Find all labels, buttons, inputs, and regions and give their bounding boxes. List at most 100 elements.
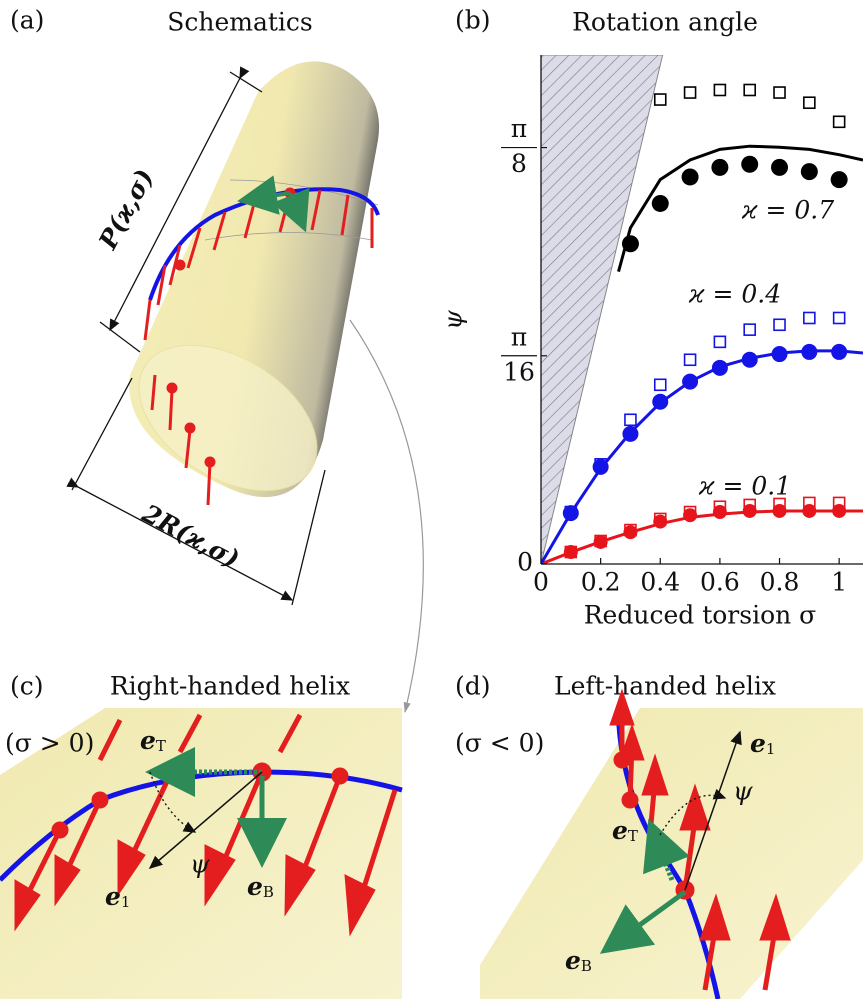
series-label: ϰ = 0.7 [741,196,834,225]
angle-label: ψ [190,850,210,879]
e-b-label: eB [247,872,274,902]
dimension-lines [66,66,326,606]
panel-title: Schematics [167,8,313,37]
square-marker [832,311,846,325]
circle-marker [563,545,578,560]
circle-marker [592,458,609,475]
square-marker [683,353,697,367]
excluded-region [541,55,664,564]
cylinder-surface [0,708,402,999]
subscript: T [156,737,166,755]
subscript: T [628,827,638,845]
circle-marker [741,155,759,173]
chart-title: Rotation angle [572,8,758,37]
panel-label: (c) [10,672,44,701]
symbol: e [247,872,263,901]
e-t-arrow [643,818,690,881]
panel-b: (b) Rotation angle Reduced torsion σ ψ 0… [439,6,863,630]
cylinder [129,61,380,498]
circle-marker [742,503,757,518]
symbol: e [140,726,156,755]
circle-marker [832,503,847,518]
circle-marker [593,534,608,549]
x-tick-label: 0.4 [640,568,680,597]
symbol: e [105,882,121,911]
fit-line [541,349,863,564]
panel-title: Left-handed helix [554,672,776,701]
square-marker [653,93,667,106]
square-marker [773,86,786,99]
e-b-label: eB [565,946,592,976]
diameter-label: 2R(ϰ,σ) [137,498,245,574]
condition: (σ < 0) [455,729,544,758]
square-marker [803,96,816,110]
symbol: e [612,816,628,845]
circle-marker [802,503,817,518]
y-axis-label: ψ [439,310,468,330]
square-marker [832,115,846,129]
circle-marker [772,503,787,518]
pitch-label: P(ϰ,σ) [93,164,159,254]
square-marker [653,378,667,392]
square-marker [683,86,697,99]
circle-marker [771,158,789,176]
circle-marker [622,425,639,442]
subscript: 1 [766,740,776,758]
e-t-label: eT [140,726,166,756]
circle-marker [653,514,668,529]
symbol: e [565,946,581,975]
y-tick-label: 0 [517,548,533,577]
e-b-arrow [599,889,687,954]
plot-area [541,55,863,564]
square-marker [803,311,816,325]
circle-marker [652,393,669,410]
circle-marker [682,373,699,390]
angle-label: ψ [733,777,753,806]
x-tick-label: 0.8 [760,568,800,597]
circle-marker [711,359,728,376]
angle-arc [149,771,197,833]
x-tick-label: 0 [533,568,549,597]
subscript: B [581,957,592,975]
square-marker [743,83,757,97]
circle-marker [651,194,669,212]
square-marker [713,335,727,349]
y-tick-numerator: π [511,114,527,143]
series-label: ϰ = 0.1 [698,472,791,501]
panel-d: (d) Left-handed helix (σ < 0) e1 eT eB ψ [455,672,863,999]
square-marker [743,323,757,336]
e-1-arrow [148,771,263,869]
x-axis-label: Reduced torsion σ [584,601,817,630]
y-tick-numerator: π [511,322,527,351]
e-t-label: eT [612,816,638,846]
e-1-arrow [684,730,742,891]
circle-marker [562,505,579,522]
subscript: 1 [121,893,131,911]
symbol: e [750,729,766,758]
circle-marker [712,505,727,520]
circle-marker [800,163,818,181]
y-tick-denominator: 8 [511,149,527,178]
circle-marker [831,343,848,360]
circle-marker [830,171,848,189]
panel-label: (d) [455,672,491,701]
circle-marker [711,158,729,176]
circle-marker [681,168,699,186]
angle-arc [659,788,727,836]
panel-label: (a) [10,6,44,35]
fit-line [617,144,863,273]
subscript: B [263,883,274,901]
e-1-label: e1 [750,729,775,759]
series-label: ϰ = 0.4 [688,280,781,309]
y-tick-denominator: 16 [503,357,535,386]
fit-line [541,509,863,564]
circle-marker [741,351,758,368]
circle-marker [683,508,698,523]
square-marker [624,413,637,427]
panel-c: (c) Right-handed helix (σ > 0) eT e1 eB … [0,672,403,999]
x-tick-label: 0.6 [700,568,740,597]
square-marker [713,83,727,97]
circle-marker [771,346,788,363]
zoom-arrow [349,319,424,714]
